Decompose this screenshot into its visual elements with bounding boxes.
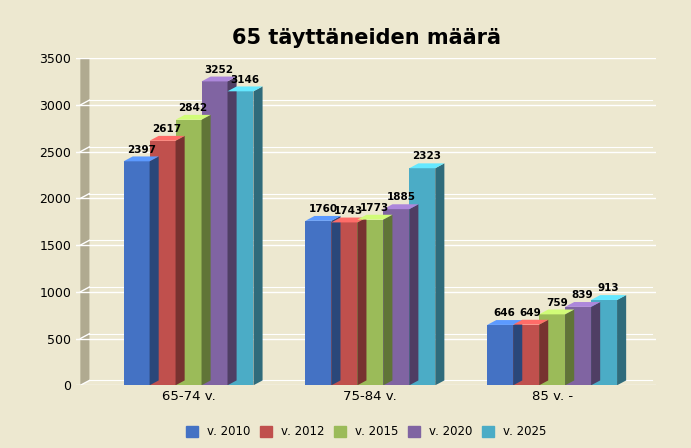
Polygon shape xyxy=(254,86,263,385)
Bar xyxy=(513,325,539,385)
Polygon shape xyxy=(384,215,392,385)
Polygon shape xyxy=(409,204,418,385)
Bar xyxy=(202,82,227,385)
Text: 1743: 1743 xyxy=(334,206,363,215)
Title: 65 täyttäneiden määrä: 65 täyttäneiden määrä xyxy=(231,28,501,48)
Text: 1885: 1885 xyxy=(386,193,415,202)
Polygon shape xyxy=(565,302,600,307)
Polygon shape xyxy=(124,156,159,161)
Polygon shape xyxy=(409,164,444,168)
Text: 1760: 1760 xyxy=(308,204,337,214)
Text: 649: 649 xyxy=(520,308,542,318)
Bar xyxy=(357,220,384,385)
Polygon shape xyxy=(305,216,341,221)
Polygon shape xyxy=(332,218,366,222)
Text: 2397: 2397 xyxy=(126,145,155,155)
Text: 3146: 3146 xyxy=(231,74,260,85)
Polygon shape xyxy=(176,115,211,120)
Polygon shape xyxy=(357,218,366,385)
Bar xyxy=(227,91,254,385)
Bar xyxy=(487,325,513,385)
Polygon shape xyxy=(487,320,522,325)
Bar xyxy=(124,161,149,385)
Polygon shape xyxy=(202,115,211,385)
Polygon shape xyxy=(149,136,184,141)
Polygon shape xyxy=(332,216,341,385)
Text: 759: 759 xyxy=(546,297,567,308)
Polygon shape xyxy=(513,320,548,325)
Legend: v. 2010, v. 2012, v. 2015, v. 2020, v. 2025: v. 2010, v. 2012, v. 2015, v. 2020, v. 2… xyxy=(181,421,551,443)
Bar xyxy=(176,120,202,385)
Bar xyxy=(149,141,176,385)
Text: 2323: 2323 xyxy=(413,151,442,161)
Polygon shape xyxy=(565,310,574,385)
Polygon shape xyxy=(202,77,236,82)
Polygon shape xyxy=(539,310,574,314)
Text: 2617: 2617 xyxy=(153,124,182,134)
Polygon shape xyxy=(227,77,236,385)
Bar xyxy=(332,222,357,385)
Text: 1773: 1773 xyxy=(360,203,390,213)
Bar xyxy=(409,168,435,385)
Text: 646: 646 xyxy=(494,308,515,318)
Bar xyxy=(539,314,565,385)
Bar xyxy=(384,209,409,385)
Text: 839: 839 xyxy=(572,290,594,300)
Bar xyxy=(565,307,591,385)
Text: 2842: 2842 xyxy=(178,103,208,113)
Polygon shape xyxy=(591,302,600,385)
Bar xyxy=(591,300,617,385)
Polygon shape xyxy=(617,295,626,385)
Polygon shape xyxy=(176,136,184,385)
Polygon shape xyxy=(591,295,626,300)
Polygon shape xyxy=(435,164,444,385)
Polygon shape xyxy=(80,53,89,385)
Polygon shape xyxy=(149,156,159,385)
Polygon shape xyxy=(513,320,522,385)
Text: 913: 913 xyxy=(598,283,619,293)
Text: 3252: 3252 xyxy=(205,65,234,75)
Polygon shape xyxy=(539,320,548,385)
Bar xyxy=(305,221,332,385)
Polygon shape xyxy=(357,215,392,220)
Polygon shape xyxy=(384,204,418,209)
Polygon shape xyxy=(227,86,263,91)
